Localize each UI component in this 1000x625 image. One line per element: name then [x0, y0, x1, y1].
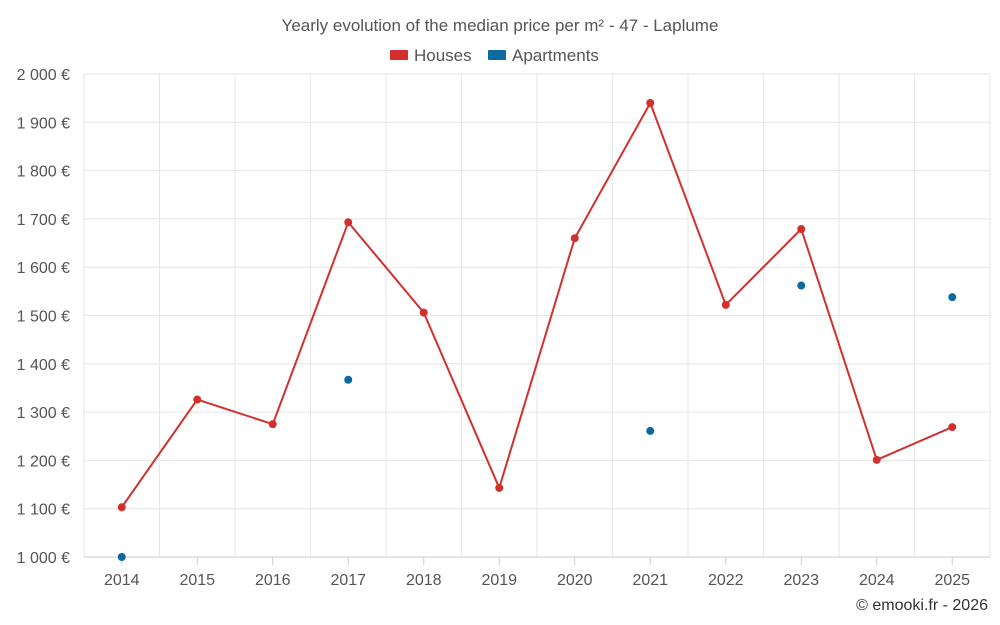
- chart-title: Yearly evolution of the median price per…: [282, 16, 719, 35]
- houses-series-line: [120, 100, 953, 508]
- x-tick-label: 2023: [783, 572, 819, 589]
- y-tick-label: 2 000 €: [17, 67, 70, 84]
- y-tick-label: 1 300 €: [17, 405, 70, 422]
- legend-swatch-houses: [390, 50, 408, 60]
- y-tick-labels: 1 000 € 1 100 € 1 200 € 1 300 € 1 400 € 1 500…: [17, 67, 70, 567]
- y-tick-label: 1 900 €: [17, 115, 70, 132]
- y-tick-label: 1 800 €: [17, 164, 70, 181]
- y-tick-label: 1 500 €: [17, 309, 70, 326]
- x-tick-label: 2015: [179, 572, 215, 589]
- houses-point-2020[interactable]: [570, 234, 579, 243]
- y-tick-label: 1 000 €: [17, 550, 70, 567]
- houses-point-2015[interactable]: [193, 395, 202, 404]
- x-tick-label: 2017: [330, 572, 366, 589]
- apartments-point-2014[interactable]: [117, 553, 126, 561]
- houses-point-2025[interactable]: [948, 423, 957, 432]
- legend: Houses Apartments: [390, 46, 599, 65]
- houses-point-2019[interactable]: [495, 483, 504, 492]
- x-tick-label: 2018: [406, 572, 442, 589]
- x-tick-label: 2016: [255, 572, 291, 589]
- legend-label-apartments: Apartments: [512, 46, 599, 65]
- y-tick-label: 1 400 €: [17, 357, 70, 374]
- x-tick-labels: 2014 2015 2016 2017 2018 2019 2020 2021 2022 2023…: [104, 557, 970, 589]
- x-tick-label: 2021: [632, 572, 668, 589]
- houses-point-2017[interactable]: [344, 218, 353, 227]
- houses-point-2018[interactable]: [419, 308, 428, 317]
- legend-swatch-apartments: [488, 50, 506, 60]
- apartments-point-2025[interactable]: [948, 293, 957, 302]
- apartments-point-2021[interactable]: [646, 426, 655, 435]
- legend-item-apartments[interactable]: Apartments: [488, 46, 599, 65]
- y-tick-label: 1 200 €: [17, 453, 70, 470]
- y-tick-label: 1 100 €: [17, 502, 70, 519]
- legend-item-houses[interactable]: Houses: [390, 46, 472, 65]
- houses-point-2023[interactable]: [797, 225, 806, 234]
- houses-point-2022[interactable]: [721, 300, 730, 309]
- houses-point-2016[interactable]: [268, 420, 277, 429]
- x-tick-label: 2019: [481, 572, 517, 589]
- series-layer: [117, 98, 957, 561]
- x-tick-label: 2025: [934, 572, 970, 589]
- y-tick-label: 1 700 €: [17, 212, 70, 229]
- x-tick-label: 2022: [708, 572, 744, 589]
- houses-point-2024[interactable]: [872, 455, 881, 464]
- credit-text: © emooki.fr - 2026: [856, 597, 988, 614]
- houses-point-2021[interactable]: [646, 98, 655, 107]
- x-tick-label: 2014: [104, 572, 140, 589]
- x-tick-label: 2020: [557, 572, 593, 589]
- x-tick-label: 2024: [859, 572, 895, 589]
- legend-label-houses: Houses: [414, 46, 472, 65]
- apartments-point-2023[interactable]: [797, 281, 806, 290]
- apartments-point-2017[interactable]: [344, 375, 353, 384]
- y-tick-label: 1 600 €: [17, 260, 70, 277]
- houses-point-2014[interactable]: [117, 503, 126, 512]
